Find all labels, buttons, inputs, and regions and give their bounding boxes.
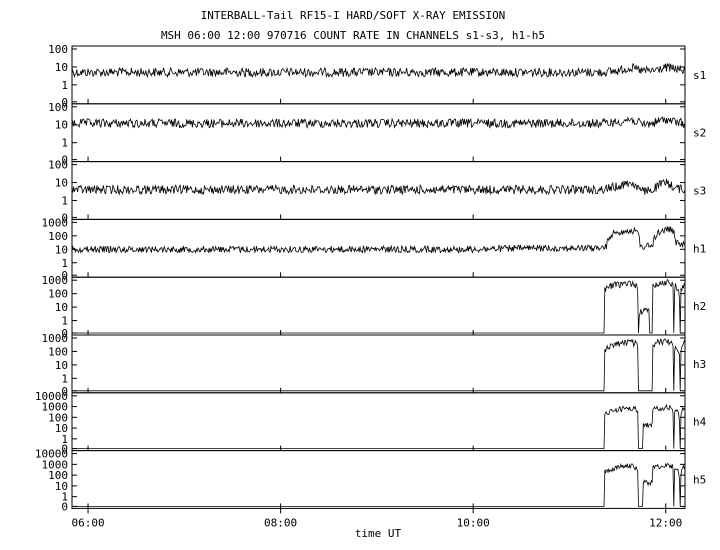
y-tick-label: 10: [55, 480, 68, 493]
chart-panels: 1001010s11001010s21001010s310001001010h1…: [35, 43, 707, 513]
y-tick-label: 10: [55, 61, 68, 74]
y-tick-label: 10: [55, 177, 68, 190]
y-tick-label: 0: [61, 500, 68, 513]
panel-label-s3: s3: [693, 185, 706, 198]
series-line-h4: [72, 403, 686, 449]
y-tick-label: 100: [48, 345, 68, 358]
y-tick-label: 10: [55, 301, 68, 314]
series-line-h5: [72, 462, 686, 507]
series-line-h1: [71, 226, 686, 254]
x-tick-label: 12:00: [649, 516, 682, 529]
y-tick-label: 100: [48, 288, 68, 301]
panel-frame: [71, 103, 686, 163]
y-tick-label: 1: [61, 79, 68, 92]
series-line-s3: [71, 178, 686, 196]
y-tick-label: 10: [55, 243, 68, 256]
y-tick-label: 1000: [42, 458, 69, 471]
panel-label-h4: h4: [693, 416, 707, 429]
y-tick-label: 100: [48, 469, 68, 482]
y-tick-label: 1: [61, 194, 68, 207]
panel-label-s1: s1: [693, 69, 706, 82]
series-line-s1: [71, 62, 686, 79]
y-tick-label: 1000: [42, 401, 69, 414]
y-tick-label: 100: [48, 411, 68, 424]
y-tick-label: 100: [48, 230, 68, 243]
y-tick-label: 0: [61, 385, 68, 398]
y-tick-label: 100: [48, 101, 68, 114]
y-tick-label: 100: [48, 43, 68, 56]
y-tick-label: 1: [61, 257, 68, 270]
y-tick-label: 0: [61, 327, 68, 340]
panel-frame: [71, 450, 686, 509]
y-tick-label: 0: [61, 269, 68, 282]
chart-subtitle: MSH 06:00 12:00 970716 COUNT RATE IN CHA…: [161, 29, 545, 42]
y-tick-label: 10000: [35, 390, 68, 403]
y-tick-label: 0: [61, 154, 68, 167]
panel-label-h3: h3: [693, 358, 706, 371]
chart-title: INTERBALL-Tail RF15-I HARD/SOFT X-RAY EM…: [201, 9, 506, 22]
series-line-h3: [72, 338, 686, 392]
y-tick-label: 10: [55, 359, 68, 372]
y-tick-label: 1: [61, 315, 68, 328]
series-line-s2: [71, 116, 686, 129]
y-tick-label: 1000: [42, 216, 69, 229]
panel-frame: [71, 392, 686, 452]
panel-label-h2: h2: [693, 300, 706, 313]
x-tick-label: 06:00: [71, 516, 104, 529]
y-tick-label: 1: [61, 491, 68, 504]
y-tick-label: 10000: [35, 448, 68, 461]
x-axis-label: time UT: [355, 527, 402, 540]
panel-label-h1: h1: [693, 242, 706, 255]
y-tick-label: 10: [55, 119, 68, 132]
x-tick-label: 10:00: [457, 516, 490, 529]
x-tick-label: 08:00: [264, 516, 297, 529]
y-tick-label: 100: [48, 159, 68, 172]
y-tick-label: 10: [55, 422, 68, 435]
y-tick-label: 1000: [42, 274, 69, 287]
series-line-h2: [72, 278, 686, 334]
y-tick-label: 1000: [42, 332, 69, 345]
y-tick-label: 1: [61, 372, 68, 385]
panel-frame: [71, 334, 686, 394]
y-tick-label: 1: [61, 137, 68, 150]
x-axis: 06:00 08:00 10:00 12:00: [71, 508, 682, 529]
y-tick-label: 0: [61, 96, 68, 109]
y-tick-label: 0: [61, 443, 68, 456]
y-tick-label: 1: [61, 433, 68, 446]
y-tick-label: 0: [61, 211, 68, 224]
panel-label-h5: h5: [693, 474, 706, 487]
panel-label-s2: s2: [693, 127, 706, 140]
panel-frame: [71, 276, 686, 336]
